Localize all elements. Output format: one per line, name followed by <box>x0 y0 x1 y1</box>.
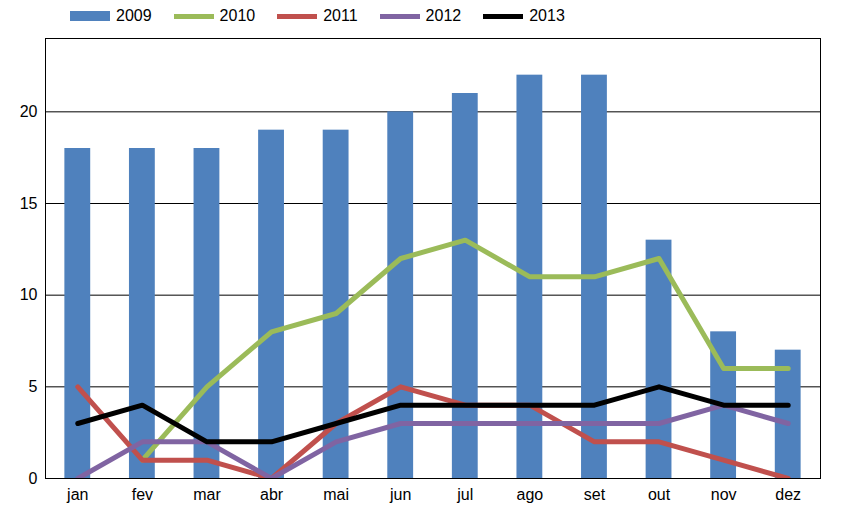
svg-text:mar: mar <box>193 486 221 503</box>
html-text:2012: 2012 <box>425 7 462 24</box>
svg-text:abr: abr <box>260 486 284 503</box>
svg-text:nov: nov <box>711 486 737 503</box>
svg-text:out: out <box>648 486 671 503</box>
html-text:2009: 2009 <box>116 7 152 24</box>
html-text:2013: 2013 <box>529 7 565 24</box>
svg-text:20: 20 <box>20 103 38 120</box>
svg-text:15: 15 <box>20 195 38 212</box>
svg-text:jun: jun <box>389 486 411 503</box>
svg-text:jan: jan <box>66 486 88 503</box>
svg-text:ago: ago <box>517 486 544 503</box>
html-text:2010: 2010 <box>219 7 256 24</box>
svg-text:mai: mai <box>323 486 349 503</box>
svg-text:set: set <box>584 486 606 503</box>
html-text:2011: 2011 <box>323 7 358 24</box>
svg-text:jul: jul <box>456 486 473 503</box>
svg-text:5: 5 <box>29 378 38 395</box>
svg-text:dez: dez <box>775 486 801 503</box>
svg-text:10: 10 <box>20 286 38 303</box>
svg-text:0: 0 <box>29 470 38 487</box>
svg-text:fev: fev <box>132 486 153 503</box>
